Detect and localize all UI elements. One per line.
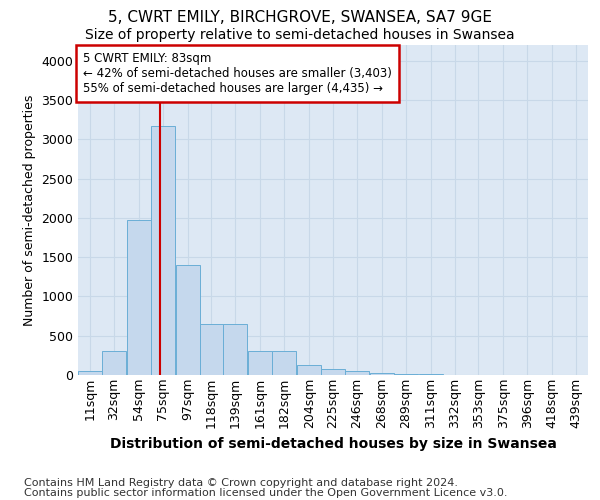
Bar <box>102 352 126 375</box>
Bar <box>345 371 369 375</box>
Y-axis label: Number of semi-detached properties: Number of semi-detached properties <box>23 94 36 326</box>
Text: Contains public sector information licensed under the Open Government Licence v3: Contains public sector information licen… <box>24 488 508 498</box>
Bar <box>394 374 418 375</box>
Bar <box>151 126 175 375</box>
Bar <box>223 324 247 375</box>
Bar <box>370 372 394 375</box>
Bar <box>297 365 321 375</box>
X-axis label: Distribution of semi-detached houses by size in Swansea: Distribution of semi-detached houses by … <box>110 436 556 450</box>
Bar <box>200 324 223 375</box>
Text: 5, CWRT EMILY, BIRCHGROVE, SWANSEA, SA7 9GE: 5, CWRT EMILY, BIRCHGROVE, SWANSEA, SA7 … <box>108 10 492 25</box>
Bar <box>248 352 272 375</box>
Text: Size of property relative to semi-detached houses in Swansea: Size of property relative to semi-detach… <box>85 28 515 42</box>
Bar <box>321 368 345 375</box>
Text: 5 CWRT EMILY: 83sqm
← 42% of semi-detached houses are smaller (3,403)
55% of sem: 5 CWRT EMILY: 83sqm ← 42% of semi-detach… <box>83 52 392 94</box>
Bar <box>272 352 296 375</box>
Bar <box>176 265 200 375</box>
Bar <box>127 220 151 375</box>
Text: Contains HM Land Registry data © Crown copyright and database right 2024.: Contains HM Land Registry data © Crown c… <box>24 478 458 488</box>
Bar <box>78 371 102 375</box>
Bar <box>419 374 443 375</box>
